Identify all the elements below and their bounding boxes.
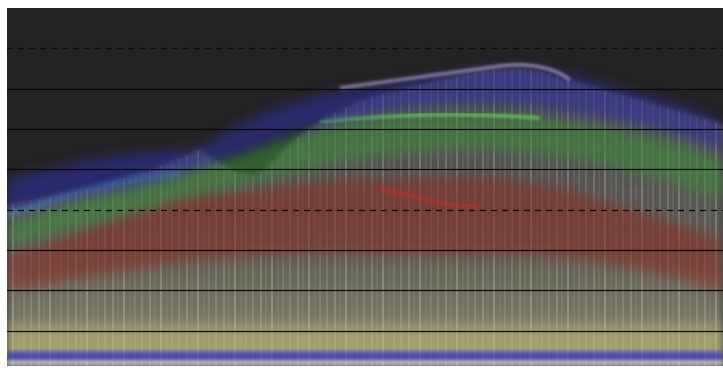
green-edge bbox=[319, 112, 541, 124]
highlight-edge bbox=[339, 62, 572, 90]
graticule bbox=[7, 47, 723, 333]
green-trace bbox=[7, 115, 723, 245]
red-detail bbox=[379, 188, 481, 208]
black-level-base bbox=[7, 360, 723, 366]
red-trace bbox=[7, 176, 723, 290]
blue-trace bbox=[7, 66, 723, 215]
waveform-traces bbox=[7, 62, 723, 366]
black-level-line bbox=[7, 352, 723, 360]
shadow-glow bbox=[7, 325, 723, 355]
